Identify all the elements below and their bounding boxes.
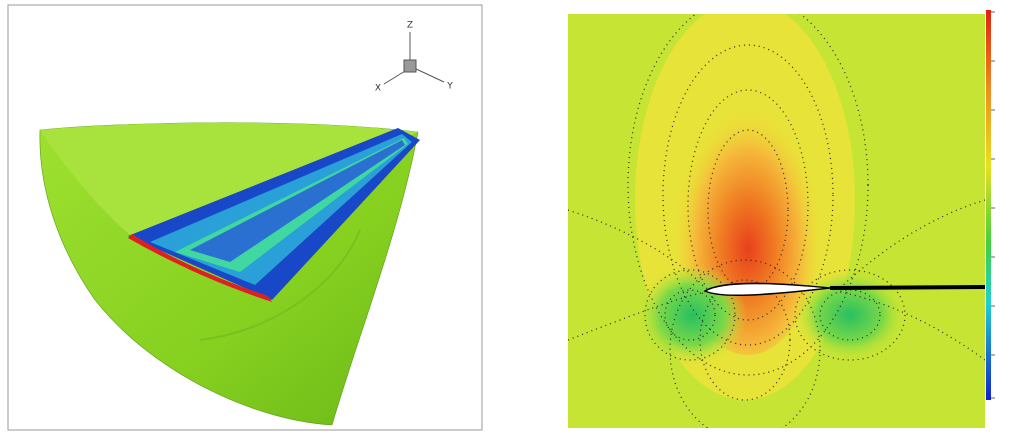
triad-cube	[404, 60, 416, 72]
low-region-left	[637, 265, 747, 365]
right-panel	[568, 0, 995, 440]
page: Z X Y	[0, 0, 1025, 446]
wake	[830, 287, 985, 288]
figure: Z X Y	[0, 0, 1025, 446]
x-label: X	[375, 84, 381, 94]
colorbar-ticks	[991, 12, 995, 398]
z-label: Z	[407, 21, 413, 31]
colorbar	[986, 10, 991, 400]
left-panel: Z X Y	[8, 5, 482, 430]
y-label: Y	[446, 82, 453, 92]
